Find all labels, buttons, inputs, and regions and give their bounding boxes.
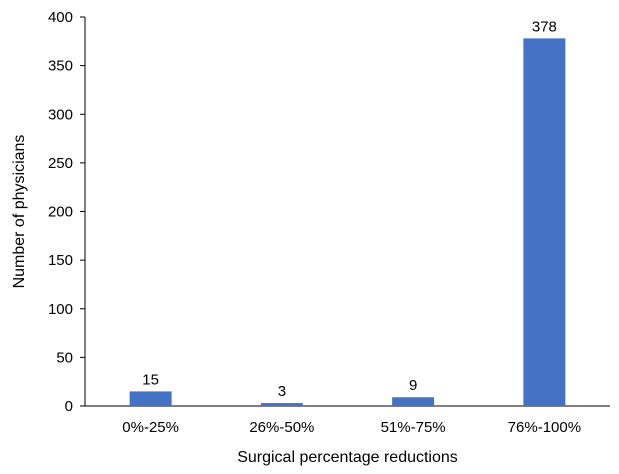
y-axis-title: Number of physicians	[11, 135, 28, 289]
x-axis: 0%-25% 26%-50% 51%-75% 76%-100%	[85, 405, 610, 436]
x-tick-label: 0%-25%	[122, 419, 179, 436]
data-label: 9	[409, 377, 417, 394]
y-tick-label: 300	[48, 106, 73, 123]
y-tick-label: 400	[48, 9, 73, 26]
y-axis: 0 50 100 150 200 250 300 350 400	[48, 9, 86, 415]
y-tick-label: 350	[48, 58, 73, 75]
x-axis-title: Surgical percentage reductions	[237, 449, 458, 466]
y-tick-label: 50	[56, 349, 73, 366]
bar	[260, 403, 303, 406]
y-tick-label: 150	[48, 252, 73, 269]
y-tick-label: 100	[48, 301, 73, 318]
bar	[392, 397, 435, 406]
data-labels: 15 3 9 378	[142, 18, 557, 400]
x-tick-label: 76%-100%	[508, 419, 581, 436]
data-label: 3	[278, 383, 286, 400]
x-tick-label: 51%-75%	[381, 419, 446, 436]
y-tick-label: 0	[65, 398, 73, 415]
bar	[129, 391, 172, 406]
data-label: 15	[142, 371, 159, 388]
x-tick-label: 26%-50%	[249, 419, 314, 436]
bar	[523, 38, 566, 407]
y-tick-label: 200	[48, 204, 73, 221]
bars	[129, 38, 566, 407]
y-tick-label: 250	[48, 155, 73, 172]
data-label: 378	[532, 18, 557, 35]
